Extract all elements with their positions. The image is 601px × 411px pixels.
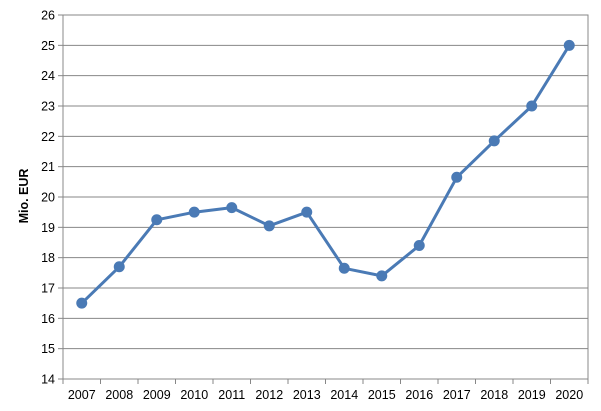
data-point: [376, 270, 388, 282]
y-tick-label: 25: [41, 39, 55, 53]
y-tick-label: 18: [41, 251, 55, 265]
y-tick-label: 21: [41, 160, 55, 174]
y-tick-label: 22: [41, 130, 55, 144]
data-point: [488, 135, 500, 147]
y-tick-label: 23: [41, 100, 55, 114]
y-axis-ticks: 14 15 16 17 18 19 20 21 22 23 24 25 26: [41, 9, 63, 387]
x-tick-label: 2015: [368, 388, 396, 402]
x-tick-label: 2010: [180, 388, 208, 402]
x-tick-label: 2020: [555, 388, 583, 402]
data-point: [338, 262, 350, 274]
data-point: [188, 206, 200, 218]
x-tick-label: 2017: [443, 388, 471, 402]
data-point: [413, 240, 425, 252]
gridlines: [63, 14, 588, 350]
x-tick-label: 2016: [405, 388, 433, 402]
y-tick-label: 16: [41, 312, 55, 326]
x-tick-label: 2007: [68, 388, 96, 402]
x-axis-ticks: 2007 2008 2009 2010 2011 2012 2013 2014 2015 2016…: [62, 379, 589, 402]
x-tick-label: 2013: [293, 388, 321, 402]
y-tick-label: 20: [41, 191, 55, 205]
y-tick-label: 19: [41, 221, 55, 235]
y-tick-label: 24: [41, 69, 55, 83]
data-point: [76, 297, 88, 309]
y-tick-label: 26: [41, 9, 55, 23]
data-point: [301, 206, 313, 218]
x-tick-label: 2018: [480, 388, 508, 402]
series-line: [80, 44, 571, 305]
y-tick-label: 15: [41, 342, 55, 356]
data-point: [263, 220, 275, 232]
data-point: [451, 171, 463, 183]
x-tick-label: 2012: [255, 388, 283, 402]
x-tick-label: 2014: [330, 388, 358, 402]
data-point: [563, 39, 575, 51]
data-point: [151, 214, 163, 226]
y-tick-label: 14: [41, 373, 55, 387]
data-point: [526, 100, 538, 112]
x-tick-label: 2009: [143, 388, 171, 402]
data-point: [113, 261, 125, 273]
y-axis-title: Mio. EUR: [17, 169, 31, 224]
data-point: [226, 202, 238, 214]
x-tick-label: 2019: [518, 388, 546, 402]
x-tick-label: 2008: [105, 388, 133, 402]
series-group: [76, 39, 575, 309]
x-tick-label: 2011: [218, 388, 245, 402]
y-tick-label: 17: [41, 282, 55, 296]
